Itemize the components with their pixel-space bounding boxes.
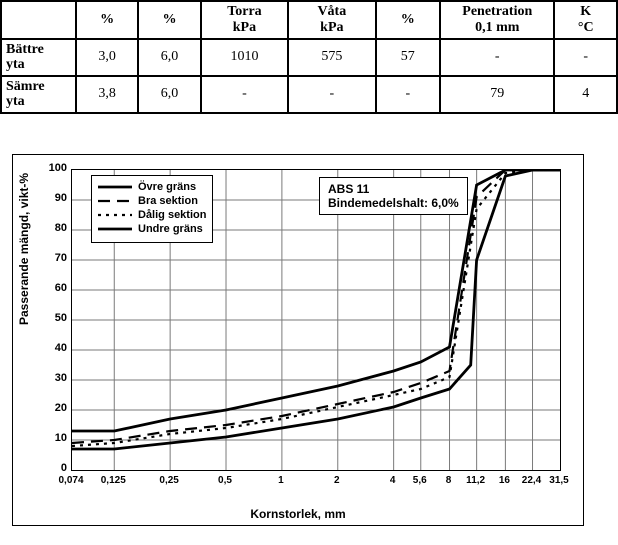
cell: 4: [554, 76, 617, 113]
cell: -: [554, 39, 617, 76]
y-tick: 80: [37, 222, 67, 234]
row-label: Bättreyta: [1, 39, 76, 76]
chart-title-1: ABS 11: [328, 182, 459, 196]
sieve-chart: Passerande mängd, vikt-% 0 10 20 30 40 50 60 70…: [12, 154, 584, 526]
x-tick: 0,125: [101, 475, 126, 486]
chart-title-2: Bindemedelshalt: 6,0%: [328, 196, 459, 210]
x-axis-label: Kornstorlek, mm: [13, 507, 583, 521]
legend-label: Undre gräns: [138, 223, 203, 235]
cell: 6,0: [138, 76, 200, 113]
legend-item: Övre gräns: [98, 180, 206, 194]
y-tick: 40: [37, 342, 67, 354]
col-header: K°C: [554, 1, 617, 39]
table-row: Bättreyta3,06,0101057557--: [1, 39, 617, 76]
y-tick: 70: [37, 252, 67, 264]
x-tick: 31,5: [549, 475, 568, 486]
cell: -: [201, 76, 288, 113]
table-row: Sämreyta3,86,0---794: [1, 76, 617, 113]
cell: 57: [376, 39, 441, 76]
col-header: %: [76, 1, 138, 39]
cell: -: [376, 76, 441, 113]
x-tick: 0,25: [159, 475, 178, 486]
y-tick: 20: [37, 402, 67, 414]
col-header: %: [376, 1, 441, 39]
cell: -: [288, 76, 375, 113]
y-tick: 60: [37, 282, 67, 294]
cell: -: [440, 39, 554, 76]
col-header: [1, 1, 76, 39]
x-tick: 11,2: [466, 475, 485, 486]
legend: Övre gräns Bra sektion Dålig sektion Undre …: [91, 175, 213, 243]
legend-item: Undre gräns: [98, 222, 206, 236]
x-tick: 5,6: [413, 475, 427, 486]
cell: 6,0: [138, 39, 200, 76]
y-tick: 0: [37, 462, 67, 474]
y-tick: 90: [37, 192, 67, 204]
x-tick: 4: [390, 475, 396, 486]
cell: 3,8: [76, 76, 138, 113]
y-tick: 10: [37, 432, 67, 444]
cell: 3,0: [76, 39, 138, 76]
cell: 79: [440, 76, 554, 113]
x-tick: 16: [499, 475, 510, 486]
chart-title-box: ABS 11 Bindemedelshalt: 6,0%: [319, 177, 468, 215]
y-tick: 50: [37, 312, 67, 324]
legend-label: Övre gräns: [138, 181, 196, 193]
x-tick: 0,5: [218, 475, 232, 486]
y-tick: 100: [37, 162, 67, 174]
col-header: VåtakPa: [288, 1, 375, 39]
col-header: %: [138, 1, 200, 39]
x-tick: 2: [334, 475, 340, 486]
x-tick: 0,074: [58, 475, 83, 486]
row-label: Sämreyta: [1, 76, 76, 113]
x-tick: 22,4: [522, 475, 541, 486]
legend-label: Dålig sektion: [138, 209, 206, 221]
cell: 1010: [201, 39, 288, 76]
cell: 575: [288, 39, 375, 76]
legend-item: Bra sektion: [98, 194, 206, 208]
x-tick: 8: [446, 475, 452, 486]
legend-item: Dålig sektion: [98, 208, 206, 222]
x-tick: 1: [278, 475, 284, 486]
data-table: %%TorrakPaVåtakPa%Penetration0,1 mmK°C B…: [0, 0, 618, 114]
legend-label: Bra sektion: [138, 195, 198, 207]
col-header: TorrakPa: [201, 1, 288, 39]
y-tick: 30: [37, 372, 67, 384]
col-header: Penetration0,1 mm: [440, 1, 554, 39]
y-axis-label: Passerande mängd, vikt-%: [17, 173, 31, 325]
